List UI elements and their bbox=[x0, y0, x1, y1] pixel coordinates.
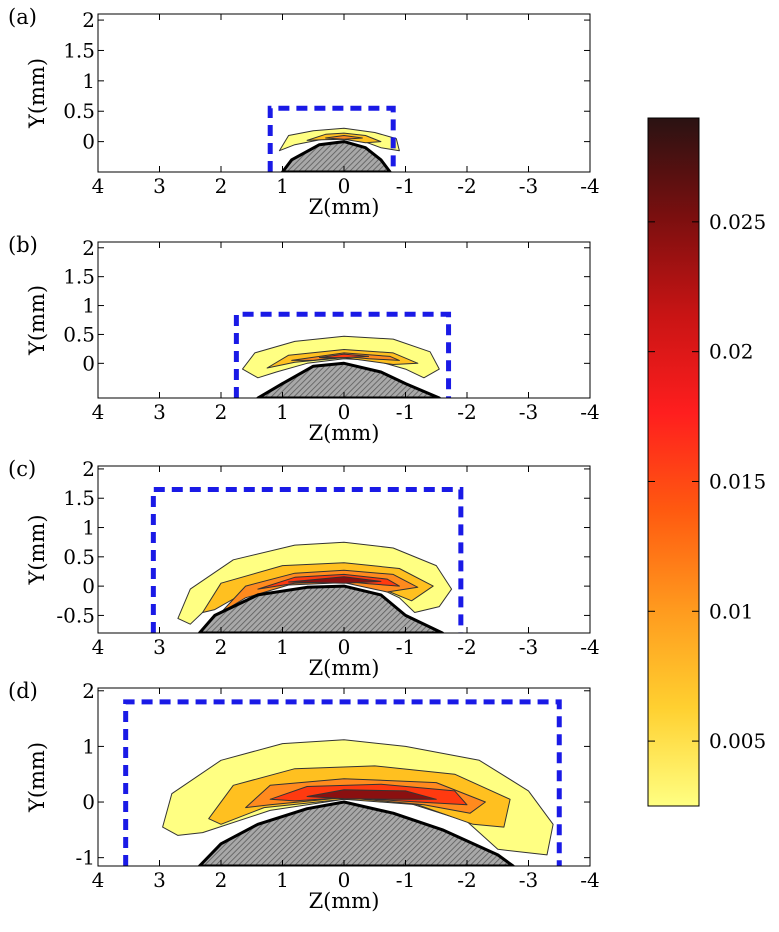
x-tick-label: 3 bbox=[153, 868, 166, 892]
x-tick-label: 4 bbox=[92, 635, 105, 659]
contour-level-4 bbox=[318, 353, 370, 359]
y-tick-label: 1 bbox=[82, 69, 95, 93]
contour-level-5 bbox=[288, 576, 382, 584]
x-tick-label: 1 bbox=[276, 868, 289, 892]
y-tick-label: 2 bbox=[82, 236, 95, 260]
x-tick-label: 3 bbox=[153, 635, 166, 659]
x-tick-label: 4 bbox=[92, 868, 105, 892]
y-axis-label: Y(mm) bbox=[25, 285, 49, 356]
obstacle-shape bbox=[256, 361, 441, 398]
x-tick-label: 0 bbox=[338, 174, 351, 198]
x-tick-label: -2 bbox=[457, 868, 476, 892]
x-tick-label: 4 bbox=[92, 174, 105, 198]
x-tick-label: 2 bbox=[215, 635, 228, 659]
dashed-region-box bbox=[267, 105, 396, 172]
dashed-region-box bbox=[233, 311, 452, 398]
panel-label: (b) bbox=[8, 233, 38, 257]
y-tick-label: 0.5 bbox=[63, 545, 95, 569]
x-tick-label: -1 bbox=[396, 174, 415, 198]
y-tick-label: 1.5 bbox=[63, 265, 95, 289]
plot-area bbox=[123, 699, 562, 866]
y-tick-label: -1 bbox=[76, 846, 95, 870]
x-tick-label: -1 bbox=[396, 400, 415, 424]
y-tick-label: 0 bbox=[82, 574, 95, 598]
x-tick-label: -2 bbox=[457, 400, 476, 424]
x-tick-label: 3 bbox=[153, 174, 166, 198]
x-tick-label: -4 bbox=[580, 400, 599, 424]
x-axis-label: Z(mm) bbox=[309, 421, 380, 445]
panels-group: 4 3 2 1 0 -1 -2 -3 -421.510.50Z(mm)Y(mm)(a)4 3 2 1 0… bbox=[8, 5, 600, 913]
y-tick-label: 2 bbox=[82, 679, 95, 703]
x-tick-label: 0 bbox=[338, 635, 351, 659]
colorbar-tick-label: 0.025 bbox=[709, 210, 766, 234]
y-tick-label: 0 bbox=[82, 130, 95, 154]
panel-b: 4 3 2 1 0 -1 -2 -3 -421.510.50Z(mm)Y(mm)(b) bbox=[8, 233, 600, 445]
panel-label: (a) bbox=[8, 5, 37, 29]
x-axis-label: Z(mm) bbox=[309, 195, 380, 219]
panel-d: 4 3 2 1 0 -1 -2 -3 -4 2 1 0 -1 Z(mm) Y(mm) (d) bbox=[8, 679, 600, 913]
colorbar-tick-label: 0.01 bbox=[709, 599, 754, 623]
contour-level-3 bbox=[291, 352, 400, 361]
dashed-region-box bbox=[150, 486, 464, 633]
y-tick-label: 1 bbox=[82, 734, 95, 758]
x-tick-label: -4 bbox=[580, 174, 599, 198]
colorbar-gradient bbox=[647, 117, 700, 807]
x-tick-label: 4 bbox=[92, 400, 105, 424]
y-axis-label: Y(mm) bbox=[25, 742, 49, 813]
obstacle-shape bbox=[198, 584, 444, 633]
x-tick-label: -2 bbox=[457, 635, 476, 659]
panel-label: (d) bbox=[8, 679, 38, 703]
x-axis-label: Z(mm) bbox=[309, 889, 380, 913]
colorbar: 0.005 0.01 0.015 0.02 0.025 bbox=[647, 117, 766, 807]
x-tick-label: -4 bbox=[580, 635, 599, 659]
y-axis-label: Y(mm) bbox=[25, 58, 49, 129]
contour-level-5 bbox=[306, 789, 437, 800]
obstacle-shape bbox=[198, 800, 515, 866]
colorbar-tick-label: 0.015 bbox=[709, 469, 766, 493]
x-tick-label: 1 bbox=[276, 400, 289, 424]
colorbar-tick-label: 0.005 bbox=[709, 729, 766, 753]
colorbar-tick-label: 0.02 bbox=[709, 340, 754, 364]
y-tick-label: 2 bbox=[82, 457, 95, 481]
y-tick-label: 0 bbox=[82, 790, 95, 814]
y-axis-label: Y(mm) bbox=[25, 514, 49, 585]
panel-label: (c) bbox=[8, 457, 36, 481]
x-tick-label: 0 bbox=[338, 868, 351, 892]
x-tick-label: 2 bbox=[215, 174, 228, 198]
dashed-region-box bbox=[123, 699, 562, 866]
x-tick-label: -3 bbox=[519, 868, 538, 892]
x-tick-label: 1 bbox=[276, 635, 289, 659]
y-tick-label: 1 bbox=[82, 516, 95, 540]
x-tick-label: -2 bbox=[457, 174, 476, 198]
plot-area bbox=[267, 105, 400, 172]
x-tick-label: 3 bbox=[153, 400, 166, 424]
x-tick-label: -3 bbox=[519, 174, 538, 198]
y-tick-label: 0 bbox=[82, 351, 95, 375]
plot-area bbox=[233, 311, 452, 398]
y-tick-label: 1.5 bbox=[63, 486, 95, 510]
x-tick-label: -1 bbox=[396, 868, 415, 892]
y-tick-label: 0.5 bbox=[63, 99, 95, 123]
y-tick-label: 0.5 bbox=[63, 322, 95, 346]
plot-area bbox=[150, 486, 464, 633]
x-tick-label: -3 bbox=[519, 400, 538, 424]
panel-c: 4 3 2 1 0 -1 -2 -3 -4 2 1.5 1 0.5 0 -0.5 Z(mm) Y(mm) (c) bbox=[8, 457, 600, 680]
x-tick-label: 0 bbox=[338, 400, 351, 424]
y-tick-label: 1.5 bbox=[63, 38, 95, 62]
contour-level-3 bbox=[325, 135, 363, 140]
x-tick-label: -1 bbox=[396, 635, 415, 659]
panel-a: 4 3 2 1 0 -1 -2 -3 -421.510.50Z(mm)Y(mm)(a) bbox=[8, 5, 600, 219]
x-tick-label: 2 bbox=[215, 868, 228, 892]
x-axis-label: Z(mm) bbox=[309, 656, 380, 680]
y-tick-label: 2 bbox=[82, 8, 95, 32]
x-tick-label: -3 bbox=[519, 635, 538, 659]
x-tick-label: 2 bbox=[215, 400, 228, 424]
x-tick-label: -4 bbox=[580, 868, 599, 892]
y-tick-label: -0.5 bbox=[56, 603, 95, 627]
y-tick-label: 1 bbox=[82, 294, 95, 318]
x-tick-label: 1 bbox=[276, 174, 289, 198]
obstacle-shape bbox=[281, 140, 392, 172]
